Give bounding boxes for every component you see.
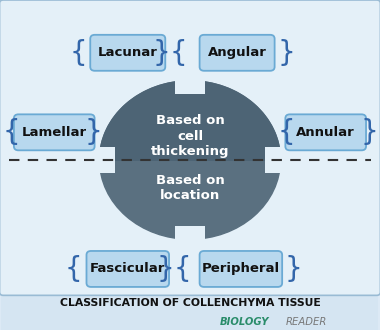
FancyBboxPatch shape [98,147,115,173]
Text: Peripheral: Peripheral [202,262,280,276]
Text: }: } [153,39,171,67]
Text: Based on
location: Based on location [155,174,224,202]
Text: BIOLOGY: BIOLOGY [220,317,270,327]
Text: {: { [174,255,191,283]
FancyBboxPatch shape [200,251,282,287]
Text: {: { [170,39,187,67]
Text: }: } [85,118,103,146]
FancyBboxPatch shape [175,79,205,94]
Text: }: } [285,255,302,283]
FancyBboxPatch shape [2,292,378,330]
Text: Fascicular: Fascicular [90,262,165,276]
Text: }: } [157,255,174,283]
Text: {: { [70,39,87,67]
Text: Based on
cell
thickening: Based on cell thickening [151,114,229,158]
FancyBboxPatch shape [90,35,165,71]
Text: CLASSIFICATION OF COLLENCHYMA TISSUE: CLASSIFICATION OF COLLENCHYMA TISSUE [60,298,320,308]
FancyBboxPatch shape [14,115,95,150]
FancyBboxPatch shape [0,0,380,295]
Circle shape [100,81,280,239]
Text: }: } [277,39,295,67]
Text: Lamellar: Lamellar [22,126,87,139]
Polygon shape [100,81,280,160]
Text: {: { [64,255,82,283]
FancyBboxPatch shape [285,115,366,150]
FancyBboxPatch shape [87,251,169,287]
Text: Angular: Angular [207,46,266,59]
FancyBboxPatch shape [265,147,282,173]
Text: Annular: Annular [296,126,355,139]
Text: {: { [277,118,295,146]
FancyBboxPatch shape [175,226,205,241]
Text: {: { [2,118,20,146]
FancyBboxPatch shape [200,35,275,71]
Text: READER: READER [286,317,328,327]
Text: Lacunar: Lacunar [98,46,158,59]
Text: }: } [360,118,378,146]
